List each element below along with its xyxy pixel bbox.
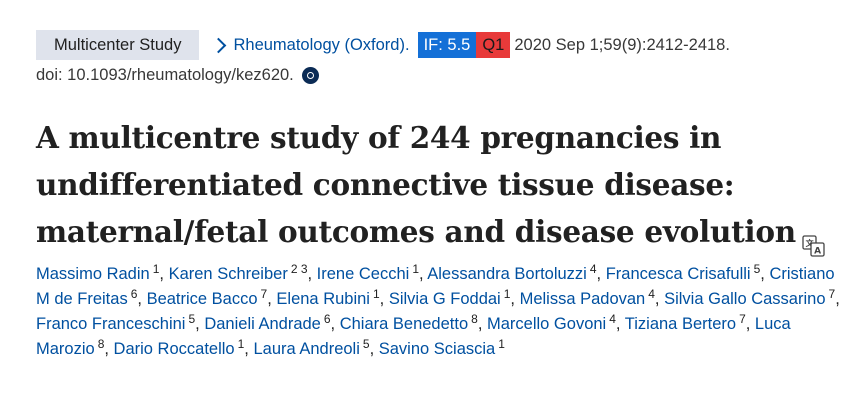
author-link[interactable]: Alessandra Bortoluzzi (427, 265, 587, 283)
affiliation-marker[interactable]: 1 (498, 336, 505, 351)
affiliation-marker[interactable]: 7 (828, 286, 836, 301)
author-link[interactable]: Irene Cecchi (316, 265, 410, 283)
affiliation-marker[interactable]: 7 (260, 286, 268, 301)
journal-link[interactable]: Rheumatology (Oxford). (211, 35, 410, 55)
author-link[interactable]: Marcello Govoni (487, 315, 607, 333)
article-title: A multicentre study of 244 pregnancies i… (36, 114, 846, 257)
affiliation-marker[interactable]: 7 (739, 311, 746, 326)
affiliation-marker[interactable]: 4 (648, 286, 655, 301)
author-link[interactable]: Massimo Radin (36, 265, 150, 283)
affiliation-marker[interactable]: 2 3 (290, 261, 308, 276)
affiliation-marker[interactable]: 6 (323, 311, 331, 326)
affiliation-marker[interactable]: 4 (609, 311, 616, 326)
camera-icon[interactable] (301, 67, 319, 84)
quartile-badge: Q1 (476, 32, 511, 58)
author-link[interactable]: Elena Rubini (276, 290, 370, 308)
impact-factor-badge: IF: 5.5 (417, 32, 477, 58)
author-link[interactable]: Melissa Padovan (519, 290, 646, 308)
author-link[interactable]: Chiara Benedetto (339, 315, 469, 333)
affiliation-marker[interactable]: 1 (372, 286, 380, 301)
affiliation-marker[interactable]: 1 (237, 336, 245, 351)
svg-text:A: A (814, 247, 821, 257)
author-link[interactable]: Savino Sciascia (378, 340, 496, 358)
svg-text:文: 文 (806, 238, 815, 248)
affiliation-marker[interactable]: 1 (503, 286, 511, 301)
author-link[interactable]: Dario Roccatello (113, 340, 235, 358)
affiliation-marker[interactable]: 6 (130, 286, 138, 301)
affiliation-marker[interactable]: 5 (753, 261, 761, 276)
author-link[interactable]: Cristiano M de Freitas (36, 265, 835, 308)
author-link[interactable]: Tiziana Bertero (624, 315, 737, 333)
affiliation-marker[interactable]: 1 (152, 261, 160, 276)
article-type-badge: Multicenter Study (36, 30, 200, 60)
journal-name: Rheumatology (Oxford). (233, 35, 410, 54)
doi-text: doi: 10.1093/rheumatology/kez620. (36, 66, 294, 84)
author-link[interactable]: Luca Marozio (36, 315, 791, 358)
author-link[interactable]: Silvia G Foddai (388, 290, 501, 308)
affiliation-marker[interactable]: 4 (589, 261, 597, 276)
author-link[interactable]: Beatrice Bacco (146, 290, 258, 308)
affiliation-marker[interactable]: 5 (362, 336, 370, 351)
author-list: Massimo Radin 1, Karen Schreiber 2 3, Iren… (36, 261, 840, 359)
chevron-right-icon (211, 37, 227, 53)
article-meta-row: Multicenter Study Rheumatology (Oxford).… (36, 29, 730, 61)
author-link[interactable]: Francesca Crisafulli (605, 265, 751, 283)
affiliation-marker[interactable]: 8 (471, 311, 478, 326)
affiliation-marker[interactable]: 1 (412, 261, 419, 276)
author-link[interactable]: Karen Schreiber (168, 265, 288, 283)
author-link[interactable]: Silvia Gallo Cassarino (664, 290, 826, 308)
author-link[interactable]: Franco Franceschini (36, 315, 186, 333)
affiliation-marker[interactable]: 5 (188, 311, 196, 326)
article-title-text: A multicentre study of 244 pregnancies i… (36, 120, 796, 249)
author-link[interactable]: Danieli Andrade (204, 315, 321, 333)
author-link[interactable]: Laura Andreoli (253, 340, 360, 358)
citation-text: 2020 Sep 1;59(9):2412-2418. (514, 35, 730, 54)
affiliation-marker[interactable]: 8 (97, 336, 105, 351)
doi-row: doi: 10.1093/rheumatology/kez620. (36, 66, 319, 85)
